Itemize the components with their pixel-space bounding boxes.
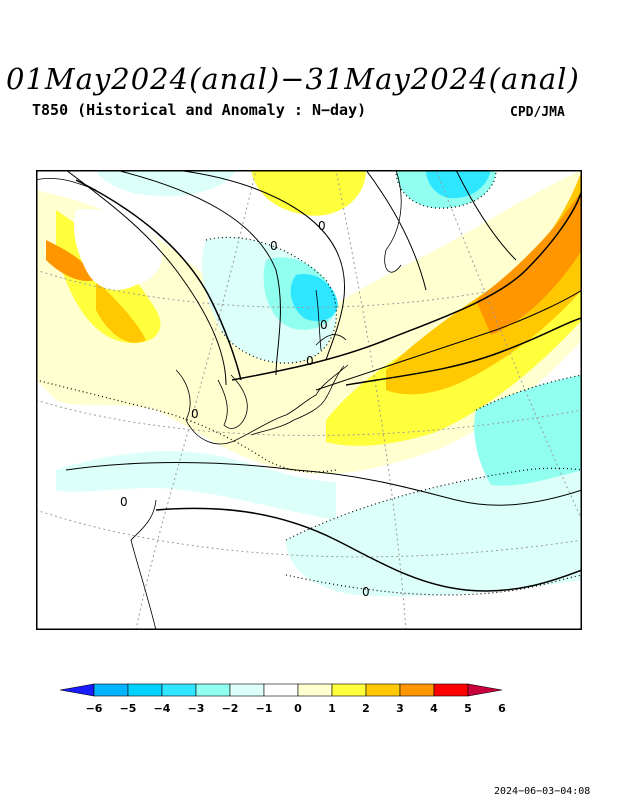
missing-data-area: [74, 209, 163, 290]
coastline-korea: [217, 374, 248, 429]
legend-swatch: [229, 683, 265, 697]
contour-line-3: [115, 170, 281, 376]
contour-line-8: [65, 462, 582, 506]
contour-label-1: 0: [318, 219, 326, 233]
contour-label-7: 0: [362, 585, 370, 599]
legend-tick-label: 2: [362, 702, 370, 715]
legend-tick-label: 5: [464, 702, 472, 715]
chart-title: 01May2024(anal)−31May2024(anal): [6, 62, 580, 96]
anomaly-positive-3b: [96, 280, 146, 343]
anomaly-negative-1: [56, 451, 336, 520]
anomaly-map: 0 0 0 0 0 0 0: [36, 170, 582, 630]
anomaly-positive-4b: [46, 240, 96, 281]
contour-line-5: [231, 189, 582, 381]
legend-swatch: [127, 683, 163, 697]
contour-line-7: [345, 317, 582, 386]
contour-line-4: [175, 170, 346, 361]
anomaly-negative-1c: [286, 468, 582, 597]
legend-tick-label: −1: [256, 702, 273, 715]
legend-tick-label: −5: [120, 702, 137, 715]
zero-contour-4: [285, 574, 582, 596]
legend-swatch: [399, 683, 435, 697]
legend-swatch: [263, 683, 299, 697]
legend-tick-label: 3: [396, 702, 404, 715]
zero-contour-2: [205, 236, 337, 364]
legend-tick-label: −3: [188, 702, 205, 715]
legend-tick-label: −4: [154, 702, 171, 715]
graticule-lon-3: [435, 170, 582, 521]
legend-swatch: [433, 683, 469, 697]
contour-line-10: [365, 170, 427, 291]
graticule-lon-2: [335, 170, 407, 630]
legend-tick-label: 6: [498, 702, 506, 715]
legend-swatch: [93, 683, 129, 697]
anomaly-positive-4: [476, 190, 582, 335]
graticule-lat-1: [36, 509, 582, 558]
coastline-sakhalin: [315, 289, 322, 351]
anomaly-negative-3: [290, 274, 338, 322]
legend-swatch: [161, 683, 197, 697]
legend-tick-label: −2: [222, 702, 239, 715]
color-legend: −6 −5 −4 −3 −2 −1 0 1 2 3 4 5 6: [60, 683, 506, 715]
anomaly-negative-1d: [96, 170, 236, 197]
credit-label: CPD/JMA: [510, 105, 565, 120]
timestamp: 2024−06−03−04:08: [494, 786, 591, 797]
anomaly-negative-2: [474, 375, 582, 486]
legend-tick-label: 1: [328, 702, 336, 715]
coastline-japan: [250, 334, 347, 436]
legend-tick-label: −6: [86, 702, 103, 715]
anomaly-positive-2c: [251, 170, 366, 216]
contour-line-1: [65, 170, 227, 386]
contour-label-2: 0: [270, 239, 278, 253]
contour-label-5: 0: [191, 407, 199, 421]
graticule-lat-2: [36, 399, 582, 436]
contour-line-11: [455, 170, 517, 261]
contour-label-3: 0: [320, 318, 328, 332]
legend-arrow-right: [467, 683, 503, 697]
legend-arrow-left: [60, 683, 95, 697]
chart-subtitle: T850 (Historical and Anomaly : N−day): [32, 101, 367, 119]
contour-label-4: 0: [306, 354, 314, 368]
anomaly-negative-3b: [426, 170, 491, 199]
contour-label-6: 0: [120, 495, 128, 509]
zero-contour-3: [285, 467, 582, 541]
anomaly-positive-3: [386, 170, 582, 395]
legend-swatch: [331, 683, 367, 697]
legend-swatch: [365, 683, 401, 697]
legend-swatch: [297, 683, 333, 697]
contour-line-9: [155, 507, 582, 592]
map-frame: [36, 170, 582, 630]
legend-swatch: [195, 683, 231, 697]
contour-line-2: [75, 179, 242, 381]
coastline-kamchatka: [384, 170, 402, 273]
contour-line-6: [315, 289, 582, 391]
legend-tick-label: 4: [430, 702, 438, 715]
legend-tick-label: 0: [294, 702, 302, 715]
zero-contour-1: [36, 379, 337, 473]
